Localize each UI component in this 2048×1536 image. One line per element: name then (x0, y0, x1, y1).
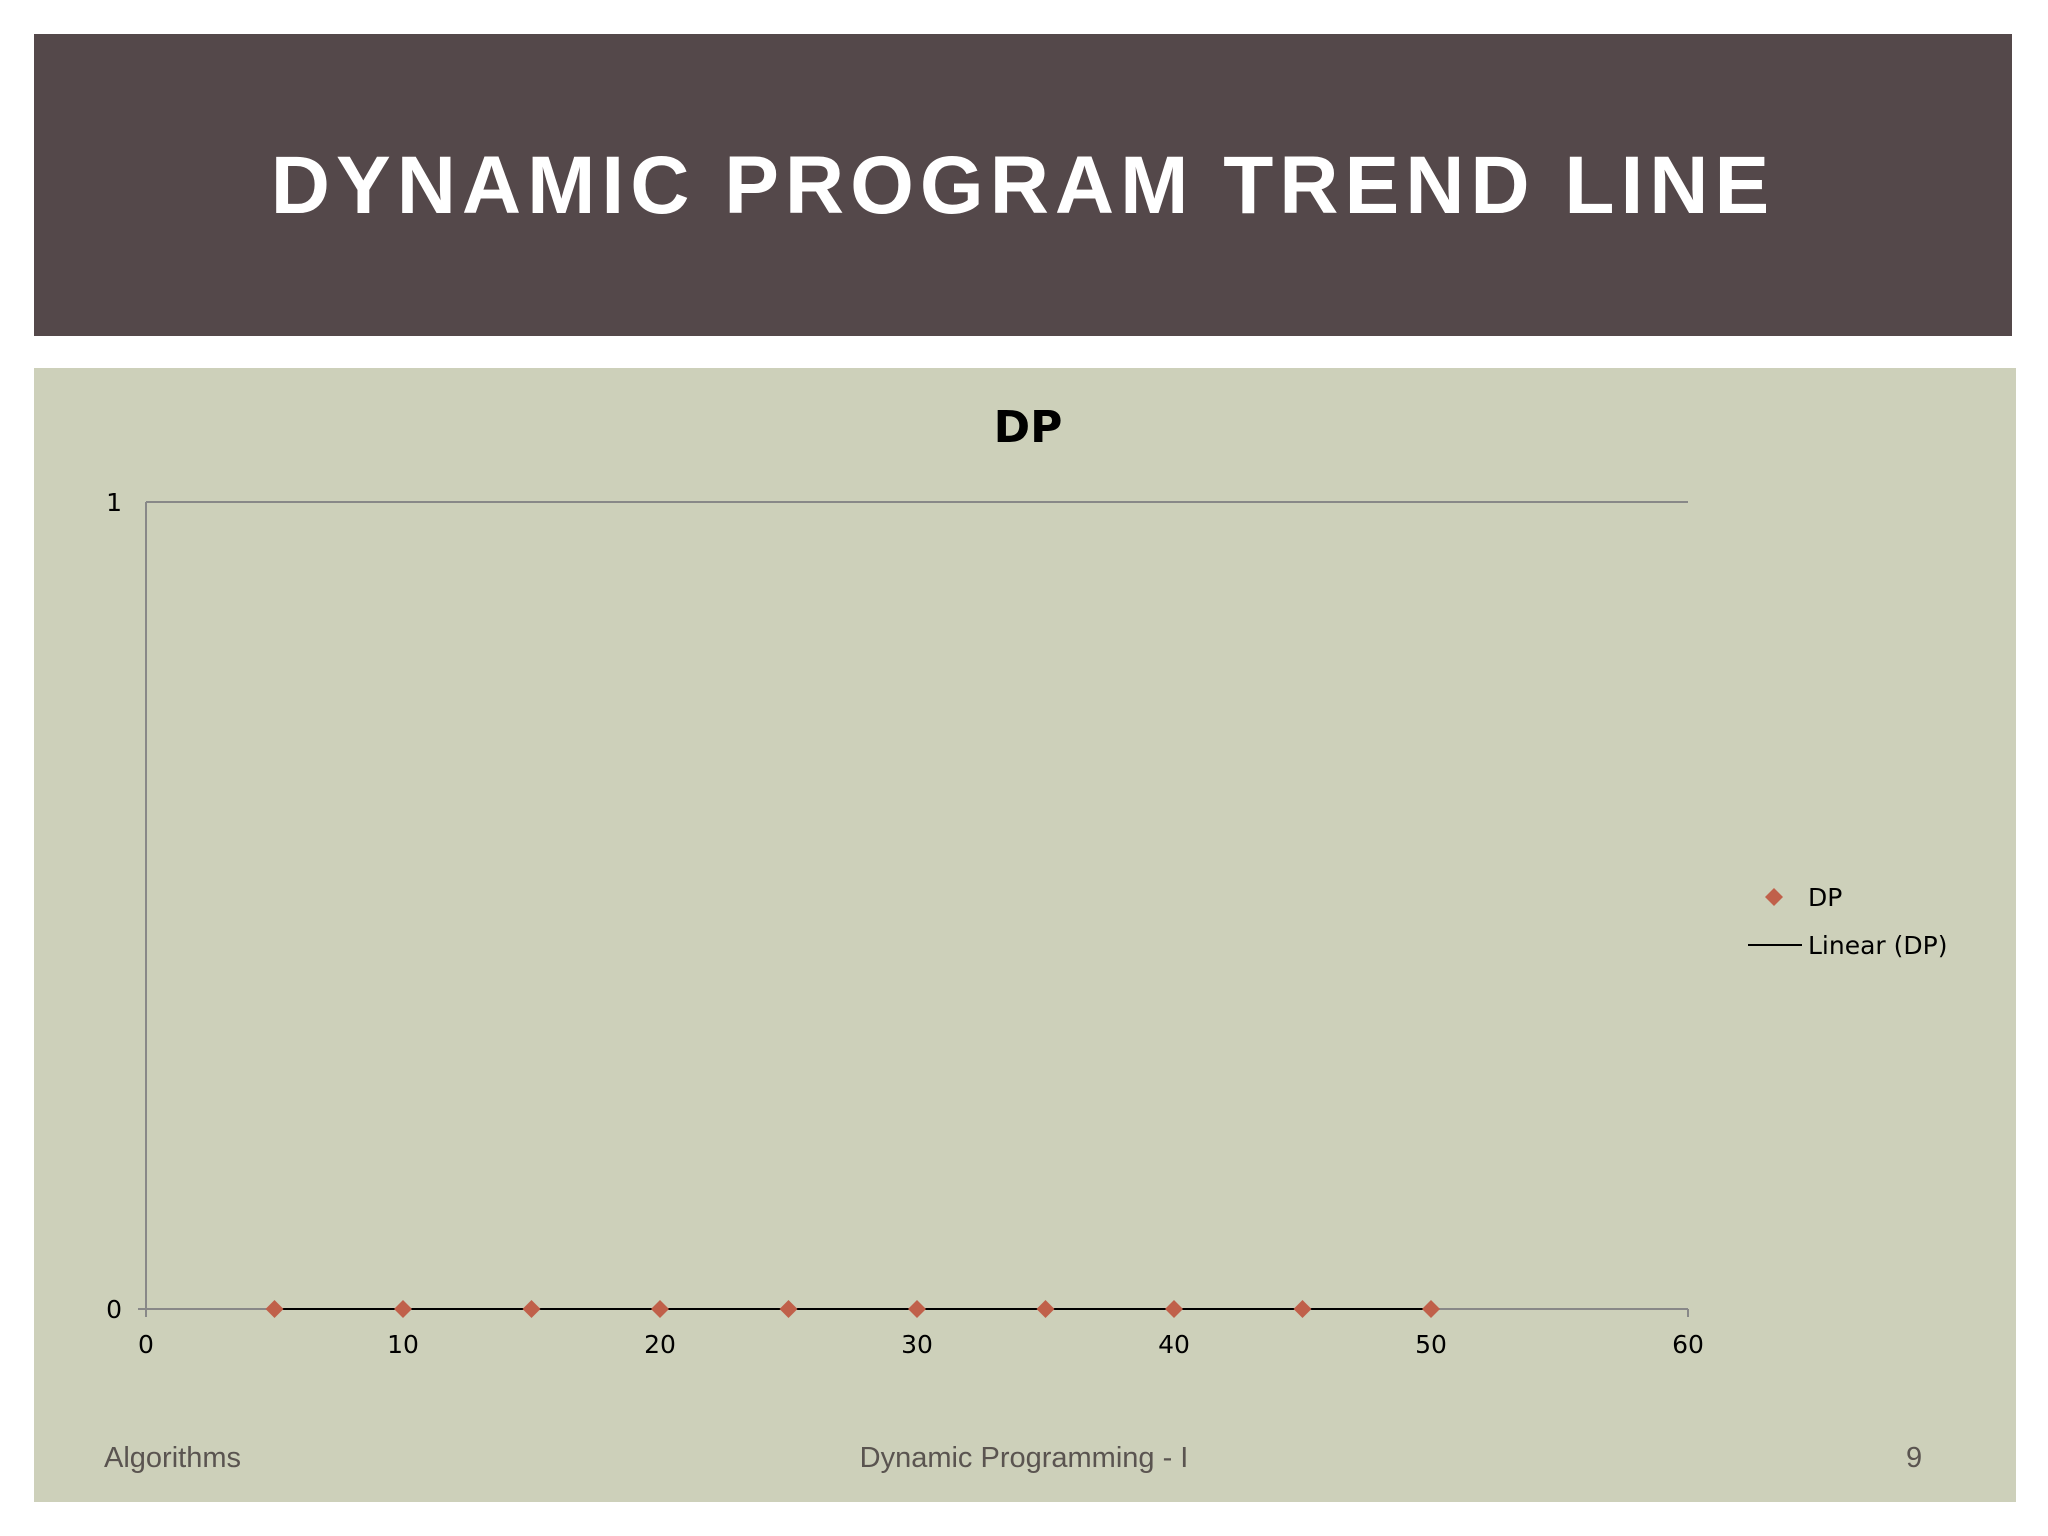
legend-label-trend: Linear (DP) (1808, 931, 1947, 960)
x-tick-label: 20 (644, 1330, 676, 1359)
grid-lines (146, 501, 1688, 1310)
footer-topic: Dynamic Programming - I (859, 1442, 1189, 1474)
title-bar: DYNAMIC PROGRAM TREND LINE (34, 34, 2012, 336)
page-number: 9 (1906, 1442, 1923, 1474)
x-tick-label: 30 (901, 1330, 933, 1359)
chart-title: DP (994, 402, 1063, 453)
x-tick-label: 50 (1415, 1330, 1447, 1359)
legend-label-dp: DP (1808, 883, 1842, 912)
x-tick-label: 0 (138, 1330, 154, 1359)
data-point-2 (522, 1300, 541, 1318)
data-point-5 (908, 1300, 926, 1318)
data-point-1 (394, 1300, 412, 1318)
data-points (265, 1300, 1440, 1318)
data-point-8 (1293, 1300, 1312, 1318)
x-tick-label: 40 (1158, 1330, 1190, 1359)
data-point-0 (265, 1300, 284, 1318)
data-point-6 (1036, 1300, 1055, 1318)
slide-title: DYNAMIC PROGRAM TREND LINE (270, 140, 1776, 231)
x-tick-label: 60 (1672, 1330, 1704, 1359)
y-tick-label: 0 (106, 1295, 122, 1324)
legend: DP Linear (DP) (1748, 883, 1947, 960)
data-point-7 (1165, 1300, 1183, 1318)
x-tick-label: 10 (387, 1330, 419, 1359)
data-point-4 (779, 1300, 798, 1318)
chart-area: DP 0 1 0 10 20 30 40 50 60 DP Linear (DP) (34, 368, 2016, 1502)
footer-course: Algorithms (104, 1442, 241, 1474)
y-tick-label: 1 (106, 488, 122, 517)
data-point-3 (651, 1300, 669, 1318)
data-point-9 (1422, 1300, 1440, 1318)
legend-marker-dp (1765, 888, 1783, 906)
axes: 010 10 20 30 40 50 60 (106, 488, 1704, 1359)
